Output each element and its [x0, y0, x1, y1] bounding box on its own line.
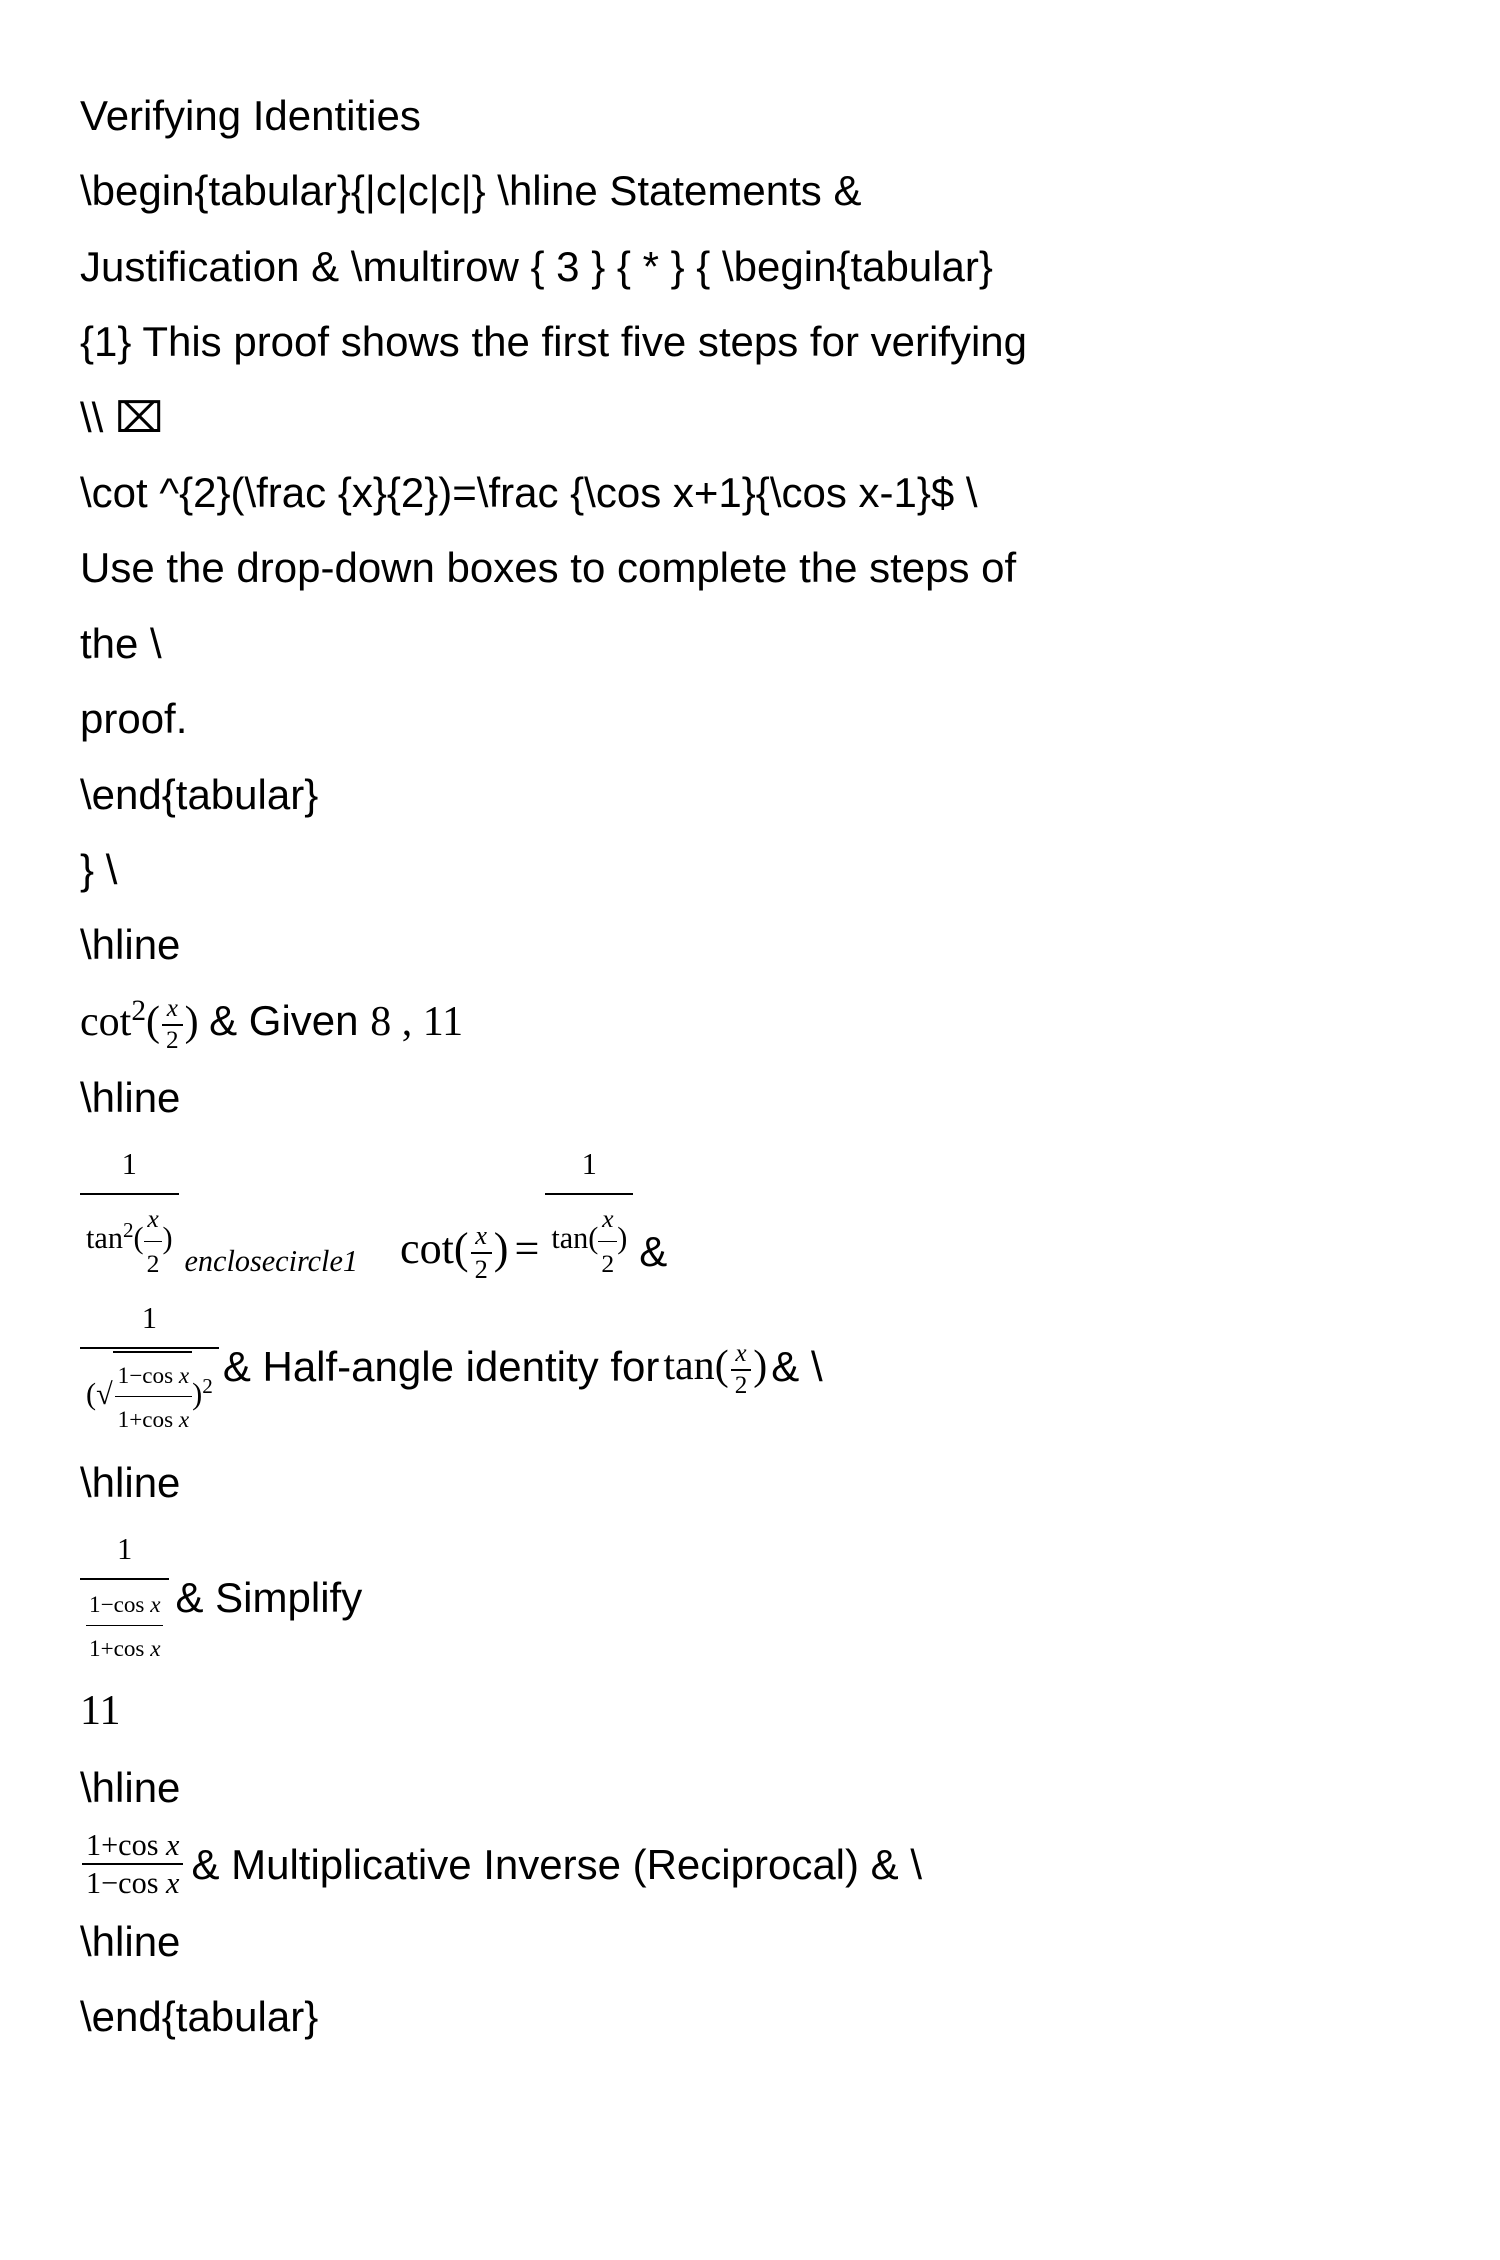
math-1-over-tan: 1 tan(x2): [545, 1137, 633, 1287]
document-content: Verifying Identities \begin{tabular}{|c|…: [80, 80, 1420, 2052]
superscript-2: 2: [123, 1218, 134, 1242]
frac-num: 1+cos x: [82, 1827, 183, 1865]
hline-2: \hline: [80, 1447, 1420, 1518]
step-given: cot2(x2) & Given 8 , 11: [80, 985, 1420, 1058]
frac-den: 1−cos x: [82, 1865, 183, 1901]
halfangle-text: & Half-angle identity for: [223, 1331, 660, 1402]
equals-sign: =: [514, 1212, 539, 1287]
frac-den: 2: [471, 1254, 492, 1286]
glyph-box: ⌧: [115, 394, 163, 441]
amp-text: &: [639, 1216, 667, 1287]
latex-line-5: \\ ⌧: [80, 382, 1420, 453]
frac-x-2: x2: [162, 994, 183, 1056]
end-tabular: \end{tabular}: [80, 1981, 1420, 2052]
enclosecircle-text: enclosecircle1: [185, 1236, 358, 1287]
inner-den: 2: [144, 1242, 163, 1286]
frac-num-1: 1: [545, 1137, 633, 1194]
frac-den-sqrt: (√1−cos x1+cos x)2: [80, 1349, 219, 1443]
latex-line-12: \hline: [80, 909, 1420, 980]
title-line: Verifying Identities: [80, 80, 1420, 151]
superscript-2: 2: [131, 995, 146, 1027]
inner-den: 2: [598, 1242, 617, 1286]
math-1-over-tan2: 1 tan2(x2): [80, 1137, 179, 1287]
amp-bs-text: & \: [771, 1331, 822, 1402]
simplify-text: & Simplify: [175, 1562, 362, 1633]
frac-den-tan2: tan2(x2): [80, 1195, 179, 1287]
math-sqrt-frac: 1 (√1−cos x1+cos x)2: [80, 1291, 219, 1443]
number-11: 11: [80, 1676, 1420, 1747]
math-cot-x2: cot(x2): [400, 1212, 508, 1287]
given-text: & Given: [209, 997, 370, 1044]
step-simplify: 1 1−cos x1+cos x & Simplify: [80, 1522, 1420, 1672]
step-reciprocal: 1 tan2(x2) enclosecircle1 cot(x2) = 1 ta…: [80, 1137, 1420, 1287]
latex-line-7: Use the drop-down boxes to complete the …: [80, 532, 1420, 603]
frac-num: x: [731, 1339, 752, 1371]
math-cot2-x2: cot2(x2): [80, 999, 209, 1045]
hline-1: \hline: [80, 1062, 1420, 1133]
frac-num-1: 1: [80, 1137, 179, 1194]
frac-num: x: [162, 994, 183, 1026]
math-compound-frac: 1 1−cos x1+cos x: [80, 1522, 169, 1672]
nums-8-11: 8 , 11: [370, 999, 463, 1045]
latex-line-4: {1} This proof shows the first five step…: [80, 306, 1420, 377]
inner-den: 1+cos x: [86, 1626, 163, 1670]
latex-line-8: the \: [80, 608, 1420, 679]
superscript-2: 2: [202, 1374, 213, 1398]
fn-tan: tan: [551, 1221, 588, 1255]
frac-num-1: 1: [80, 1522, 169, 1579]
frac-den-compound: 1−cos x1+cos x: [80, 1580, 169, 1672]
inner-num: 1−cos x: [86, 1582, 163, 1627]
inner-num: x: [598, 1197, 617, 1242]
latex-line-10: \end{tabular}: [80, 759, 1420, 830]
step-reciprocal-final: 1+cos x 1−cos x & Multiplicative Inverse…: [80, 1827, 1420, 1902]
hline-4: \hline: [80, 1906, 1420, 1977]
latex-line-9: proof.: [80, 683, 1420, 754]
fn-cot: cot: [400, 1224, 454, 1273]
fn-tan: tan: [663, 1343, 714, 1389]
multinv-text: & Multiplicative Inverse (Reciprocal) & …: [191, 1829, 922, 1900]
latex-line-3: Justification & \multirow { 3 } { * } { …: [80, 231, 1420, 302]
inner-num: x: [144, 1197, 163, 1242]
math-tan-x2: tan(x2): [663, 1331, 767, 1402]
fn-tan: tan: [86, 1221, 123, 1255]
sqrt-den: 1+cos x: [115, 1397, 192, 1441]
frac-den: 2: [731, 1371, 752, 1401]
frac-den-tan: tan(x2): [545, 1195, 633, 1287]
hline-3: \hline: [80, 1752, 1420, 1823]
frac-num-1: 1: [80, 1291, 219, 1348]
latex-line-2: \begin{tabular}{|c|c|c|} \hline Statemen…: [80, 155, 1420, 226]
frac-num: x: [471, 1220, 492, 1254]
fn-cot: cot: [80, 999, 131, 1045]
sqrt-num: 1−cos x: [115, 1353, 192, 1398]
math-final-frac: 1+cos x 1−cos x: [82, 1827, 183, 1902]
frac-den: 2: [162, 1026, 183, 1056]
step-halfangle: 1 (√1−cos x1+cos x)2 & Half-angle identi…: [80, 1291, 1420, 1443]
latex-text: \\: [80, 394, 115, 441]
latex-line-6: \cot ^{2}(\frac {x}{2})=\frac {\cos x+1}…: [80, 457, 1420, 528]
latex-line-11: } \: [80, 834, 1420, 905]
